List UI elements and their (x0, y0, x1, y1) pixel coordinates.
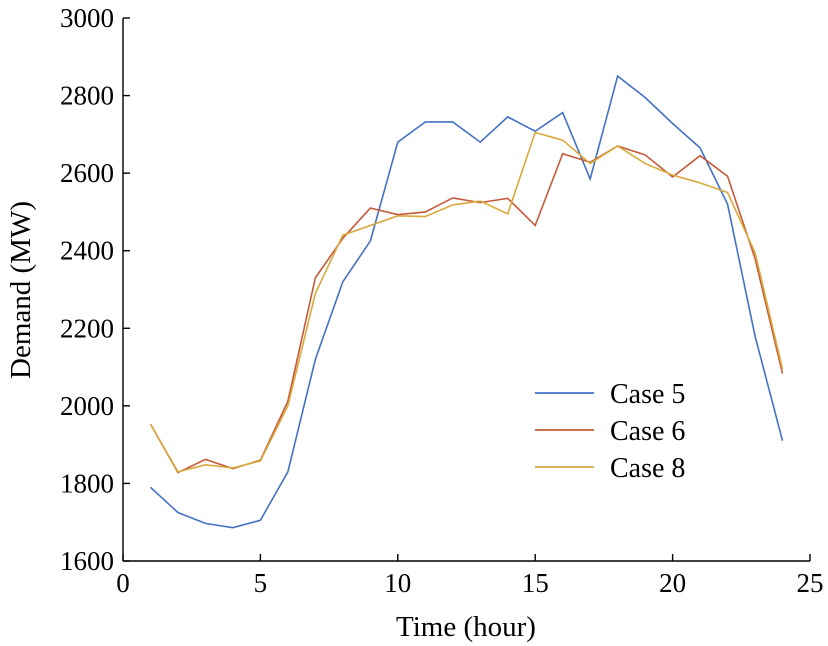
legend: Case 5 Case 6 Case 8 (535, 379, 685, 484)
x-ticks: 0 5 10 15 20 25 (116, 554, 824, 598)
y-tick-label: 1600 (60, 546, 114, 576)
y-tick-label: 3000 (60, 3, 114, 33)
series-line-case-6 (149, 145, 784, 474)
y-tick-label: 2800 (60, 81, 114, 111)
y-tick-label: 2400 (60, 236, 114, 266)
x-tick-label: 20 (659, 568, 686, 598)
x-tick-label: 10 (384, 568, 411, 598)
y-tick-label: 1800 (60, 468, 114, 498)
series-line-case-8 (149, 131, 784, 473)
series-group (149, 74, 784, 529)
series-line-case-5 (149, 74, 784, 529)
axes (122, 18, 810, 562)
y-tick-label: 2200 (60, 313, 114, 343)
legend-label-case-5: Case 5 (610, 379, 685, 410)
x-tick-label: 15 (522, 568, 549, 598)
y-axis-title: Demand (MW) (5, 201, 37, 379)
y-tick-label: 2600 (60, 158, 114, 188)
x-axis-title: Time (hour) (396, 611, 536, 643)
y-ticks: 1600 1800 2000 2200 2400 2600 2800 3000 (60, 3, 130, 576)
x-tick-label: 5 (254, 568, 268, 598)
x-tick-label: 0 (116, 568, 130, 598)
legend-label-case-6: Case 6 (610, 416, 685, 447)
legend-label-case-8: Case 8 (610, 453, 685, 484)
y-tick-label: 2000 (60, 391, 114, 421)
x-tick-label: 25 (797, 568, 824, 598)
